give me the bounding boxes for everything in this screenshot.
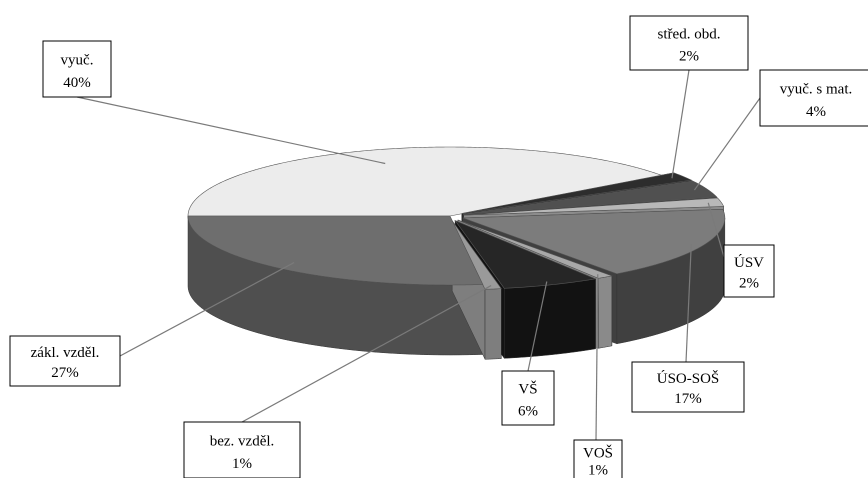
slice-category-label: vyuč. s mat.: [780, 82, 853, 98]
slice-label-6: VŠ 6%: [501, 370, 555, 426]
label-box: [723, 244, 775, 298]
label-box: [573, 439, 623, 478]
slice-label-0: vyuč. 40%: [42, 40, 112, 98]
slice-side-wall: [504, 278, 596, 359]
slice-value-label: 27%: [51, 365, 79, 381]
slice-label-8: zákl. vzděl. 27%: [9, 335, 121, 387]
slice-value-label: 6%: [518, 403, 538, 419]
pie-slice-1: [461, 172, 693, 214]
slice-label-2: vyuč. s mat. 4%: [759, 69, 868, 127]
pie-top-layer: [187, 146, 726, 290]
slice-value-label: 1%: [232, 456, 252, 472]
slice-label-7: bez. vzděl. 1%: [183, 421, 301, 478]
pie-slice-0: [187, 146, 664, 217]
slice-value-label: 17%: [674, 391, 702, 407]
leader-line: [707, 202, 725, 258]
slice-category-label: střed. obd.: [658, 27, 721, 43]
slice-side-wall: [598, 275, 613, 349]
slice-value-label: 2%: [739, 276, 759, 292]
slice-label-1: střed. obd. 2%: [629, 15, 749, 71]
slice-category-label: zákl. vzděl.: [31, 345, 100, 361]
leader-line: [527, 281, 548, 372]
leader-line: [119, 262, 295, 357]
label-box: [629, 15, 749, 71]
slice-value-label: 2%: [679, 48, 699, 64]
slice-label-3: ÚSV 2%: [723, 244, 775, 298]
slice-value-label: 4%: [806, 104, 826, 120]
slice-category-label: VŠ: [518, 381, 537, 398]
leader-line: [671, 69, 690, 179]
leader-line: [693, 97, 761, 191]
slice-category-label: bez. vzděl.: [210, 434, 275, 450]
label-box: [42, 40, 112, 98]
label-box: [759, 69, 868, 127]
slice-category-label: VOŠ: [583, 445, 613, 462]
slice-category-label: ÚSO-SOŠ: [657, 370, 720, 387]
slice-value-label: 40%: [63, 75, 91, 91]
slice-value-label: 1%: [588, 462, 608, 478]
pie-slice-3: [463, 197, 725, 216]
label-box: [501, 370, 555, 426]
pie-slice-6: [454, 219, 597, 289]
slice-category-label: vyuč.: [61, 53, 94, 69]
slice-labels: vyuč. 40% střed. obd. 2% vyuč. s mat. 4% ÚSV 2%…: [9, 15, 868, 478]
label-box: [9, 335, 121, 387]
leader-lines: [76, 69, 761, 441]
pie-slice-8: [187, 215, 484, 286]
label-box: [631, 361, 745, 413]
slice-side-wall: [484, 288, 502, 360]
label-box: [183, 421, 301, 478]
pie-slice-4: [462, 208, 726, 275]
pie-slice-2: [462, 180, 718, 215]
leader-line: [241, 285, 492, 423]
slice-label-4: ÚSO-SOŠ 17%: [631, 361, 745, 413]
pie-slice-7: [451, 220, 502, 290]
leader-line: [595, 274, 599, 441]
leader-line: [76, 96, 386, 165]
leader-line: [685, 243, 692, 363]
pie-slice-5: [457, 219, 613, 279]
slice-category-label: ÚSV: [734, 254, 764, 271]
